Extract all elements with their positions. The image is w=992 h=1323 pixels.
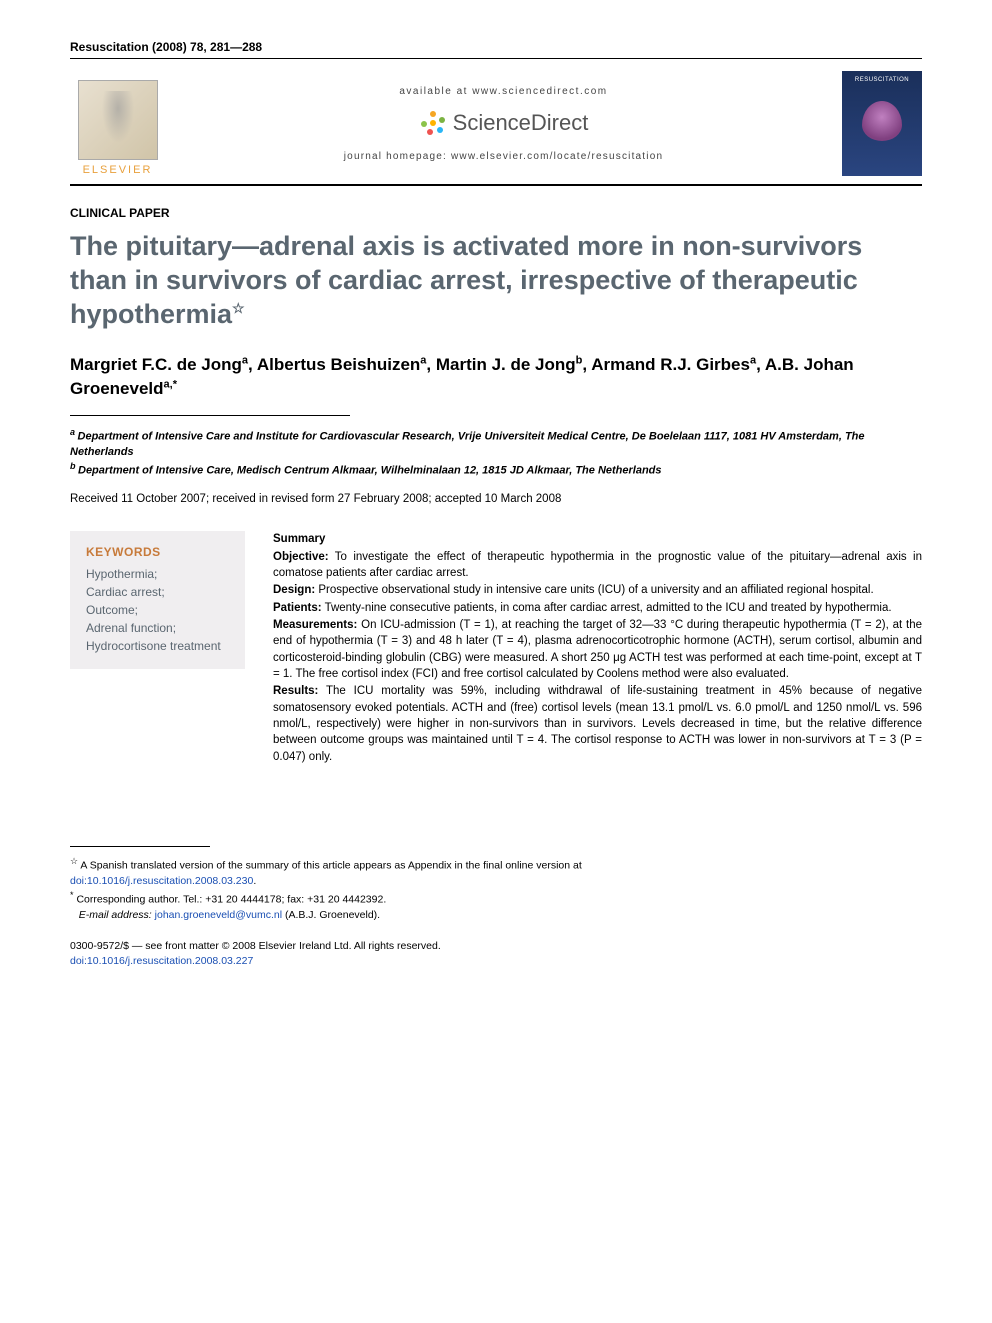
summary-section: Measurements: On ICU-admission (T = 1), … [273, 617, 922, 682]
elsevier-text: ELSEVIER [83, 164, 153, 176]
homepage-url[interactable]: www.elsevier.com/locate/resuscitation [451, 151, 663, 162]
author-affil-mark: a,* [164, 378, 177, 390]
copyright-block: 0300-9572/$ — see front matter © 2008 El… [70, 939, 922, 969]
footnote-star: ☆ A Spanish translated version of the su… [70, 855, 922, 889]
affiliation: a Department of Intensive Care and Insti… [70, 426, 922, 460]
keywords-heading: KEYWORDS [86, 545, 229, 559]
author-divider [70, 415, 350, 416]
sd-brand-text: ScienceDirect [453, 110, 589, 136]
keyword-item: Cardiac arrest; [86, 583, 229, 601]
elsevier-logo: ELSEVIER [70, 71, 165, 176]
summary-section-label: Results: [273, 685, 318, 697]
summary-section-label: Objective: [273, 551, 329, 563]
sd-burst-icon [419, 109, 447, 137]
author: Martin J. de Jongb [436, 355, 583, 374]
keywords-box: KEYWORDS Hypothermia;Cardiac arrest;Outc… [70, 531, 245, 669]
summary-section-text: On ICU-admission (T = 1), at reaching th… [273, 619, 922, 680]
header-center: available at www.sciencedirect.com Scien… [165, 86, 842, 162]
author-list: Margriet F.C. de Jonga, Albertus Beishui… [70, 353, 922, 401]
summary-section-text: The ICU mortality was 59%, including wit… [273, 685, 922, 762]
footnote-divider [70, 846, 210, 847]
affiliations: a Department of Intensive Care and Insti… [70, 426, 922, 479]
author-affil-mark: a [420, 355, 426, 367]
summary-section: Objective: To investigate the effect of … [273, 549, 922, 582]
summary-section-text: Prospective observational study in inten… [315, 584, 873, 596]
author: Margriet F.C. de Jonga [70, 355, 248, 374]
summary-section-label: Measurements: [273, 619, 357, 631]
summary-section-label: Patients: [273, 602, 322, 614]
summary-block: Summary Objective: To investigate the ef… [273, 531, 922, 766]
journal-reference: Resuscitation (2008) 78, 281—288 [70, 40, 922, 59]
summary-heading: Summary [273, 533, 325, 545]
cover-title: RESUSCITATION [855, 77, 909, 83]
journal-homepage: journal homepage: www.elsevier.com/locat… [185, 151, 822, 162]
summary-section: Patients: Twenty-nine consecutive patien… [273, 600, 922, 616]
author-affil-mark: a [750, 355, 756, 367]
footnote-corresponding: * Corresponding author. Tel.: +31 20 444… [70, 889, 922, 908]
copyright-doi-link[interactable]: doi:10.1016/j.resuscitation.2008.03.227 [70, 955, 253, 967]
summary-section: Design: Prospective observational study … [273, 582, 922, 598]
author-affil-mark: a [242, 355, 248, 367]
footnote-email: E-mail address: johan.groeneveld@vumc.nl… [70, 908, 922, 923]
author: Albertus Beishuizena [257, 355, 427, 374]
star-mark: ☆ [70, 856, 78, 866]
journal-cover-thumbnail: RESUSCITATION [842, 71, 922, 176]
elsevier-tree-icon [78, 80, 158, 160]
footnote-star-doi-link[interactable]: doi:10.1016/j.resuscitation.2008.03.230 [70, 875, 253, 887]
keyword-item: Outcome; [86, 601, 229, 619]
affiliation: b Department of Intensive Care, Medisch … [70, 460, 922, 479]
keyword-item: Adrenal function; [86, 619, 229, 637]
sciencedirect-logo: ScienceDirect [419, 109, 589, 137]
header-banner: ELSEVIER available at www.sciencedirect.… [70, 71, 922, 186]
keyword-item: Hypothermia; [86, 565, 229, 583]
article-dates: Received 11 October 2007; received in re… [70, 493, 922, 505]
summary-section-label: Design: [273, 584, 315, 596]
email-label: E-mail address: [79, 909, 152, 921]
keywords-list: Hypothermia;Cardiac arrest;Outcome;Adren… [86, 565, 229, 655]
author-affil-mark: b [576, 355, 583, 367]
affiliation-mark: a [70, 427, 78, 437]
content-row: KEYWORDS Hypothermia;Cardiac arrest;Outc… [70, 531, 922, 766]
available-at-text: available at www.sciencedirect.com [185, 86, 822, 97]
summary-section-text: Twenty-nine consecutive patients, in com… [322, 602, 892, 614]
copyright-line: 0300-9572/$ — see front matter © 2008 El… [70, 939, 922, 954]
keyword-item: Hydrocortisone treatment [86, 637, 229, 655]
article-title: The pituitary—adrenal axis is activated … [70, 230, 922, 331]
section-label: CLINICAL PAPER [70, 206, 922, 220]
homepage-label: journal homepage: [344, 151, 451, 162]
footnote-star-text: A Spanish translated version of the summ… [80, 859, 581, 871]
summary-section-text: To investigate the effect of therapeutic… [273, 551, 922, 579]
cover-heart-icon [862, 101, 902, 141]
corresponding-text: Corresponding author. Tel.: +31 20 44441… [76, 893, 386, 905]
title-text: The pituitary—adrenal axis is activated … [70, 231, 862, 329]
author: Armand R.J. Girbesa [591, 355, 756, 374]
email-link[interactable]: johan.groeneveld@vumc.nl [155, 909, 282, 921]
affiliation-mark: b [70, 461, 78, 471]
summary-section: Results: The ICU mortality was 59%, incl… [273, 683, 922, 765]
title-star-note: ☆ [232, 300, 245, 316]
asterisk-mark: * [70, 890, 74, 900]
email-paren: (A.B.J. Groeneveld). [285, 909, 380, 921]
footnotes: ☆ A Spanish translated version of the su… [70, 855, 922, 923]
